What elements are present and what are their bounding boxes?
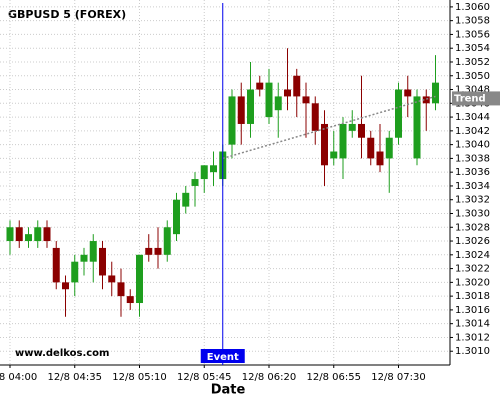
y-tick-label: 1.3036 bbox=[455, 167, 490, 178]
event-label: Event bbox=[207, 352, 239, 363]
y-tick-label: 1.3014 bbox=[455, 319, 490, 330]
candle-body bbox=[126, 296, 134, 304]
candle-body bbox=[413, 96, 421, 159]
candle-body bbox=[200, 165, 208, 180]
event-label-box bbox=[200, 349, 245, 363]
y-tick-label: 1.3026 bbox=[455, 236, 490, 247]
candle-body bbox=[108, 275, 116, 283]
candle-body bbox=[432, 82, 439, 104]
candle-body bbox=[395, 89, 402, 138]
candle-body bbox=[89, 241, 97, 262]
candle-body bbox=[247, 89, 254, 124]
candle-body bbox=[6, 227, 14, 242]
candle-body bbox=[25, 234, 32, 242]
y-tick-label: 1.3018 bbox=[455, 291, 490, 302]
candle-body bbox=[15, 227, 23, 242]
x-axis-label: Date bbox=[211, 383, 246, 398]
candle-body bbox=[302, 96, 310, 104]
candle-body bbox=[404, 89, 412, 97]
candle-body bbox=[173, 199, 180, 235]
y-tick-label: 1.3048 bbox=[455, 85, 490, 96]
x-tick-label: 12/8 07:30 bbox=[371, 372, 425, 383]
trend-label-box bbox=[452, 91, 500, 106]
candle-body bbox=[321, 123, 328, 166]
candle-body bbox=[265, 82, 273, 118]
y-tick-label: 1.3056 bbox=[455, 29, 490, 40]
candle-body bbox=[367, 137, 375, 159]
watermark: www.delkos.com bbox=[15, 348, 109, 359]
y-tick-label: 1.3052 bbox=[455, 57, 490, 68]
candle-body bbox=[284, 89, 291, 97]
candle-body bbox=[256, 82, 264, 90]
y-tick-label: 1.3020 bbox=[455, 277, 490, 288]
candle-body bbox=[339, 123, 347, 159]
candle-body bbox=[376, 151, 384, 166]
trend-label: Trend bbox=[454, 93, 486, 104]
y-tick-label: 1.3028 bbox=[455, 222, 490, 233]
candle-body bbox=[163, 227, 171, 255]
y-tick-label: 1.3034 bbox=[455, 181, 490, 192]
y-tick-label: 1.3024 bbox=[455, 250, 490, 261]
y-tick-label: 1.3016 bbox=[455, 305, 490, 316]
y-tick-label: 1.3022 bbox=[455, 264, 490, 275]
y-tick-label: 1.3060 bbox=[455, 2, 490, 13]
x-tick-label: 12/8 04:00 bbox=[0, 372, 37, 383]
candle-body bbox=[191, 179, 199, 186]
candle-body bbox=[210, 165, 217, 173]
y-tick-label: 1.3032 bbox=[455, 195, 490, 206]
candle-body bbox=[62, 282, 69, 290]
candle-body bbox=[34, 227, 42, 242]
candle-body bbox=[385, 137, 393, 159]
y-tick-label: 1.3050 bbox=[455, 71, 490, 82]
candle-body bbox=[145, 247, 153, 255]
x-tick-label: 12/8 06:20 bbox=[242, 372, 296, 383]
y-tick-label: 1.3042 bbox=[455, 126, 490, 137]
candle-body bbox=[228, 96, 236, 145]
x-tick-label: 12/8 05:10 bbox=[112, 372, 166, 383]
chart-title: GBPUSD 5 (FOREX) bbox=[8, 8, 126, 21]
x-tick-label: 12/8 06:55 bbox=[307, 372, 361, 383]
candle-body bbox=[422, 96, 430, 104]
y-tick-label: 1.3012 bbox=[455, 332, 490, 343]
x-tick-label: 12/8 04:35 bbox=[48, 372, 102, 383]
candle-body bbox=[358, 123, 365, 138]
candle-body bbox=[237, 96, 245, 124]
y-tick-label: 1.3038 bbox=[455, 153, 490, 164]
y-tick-label: 1.3058 bbox=[455, 16, 490, 27]
trend-line bbox=[222, 95, 436, 160]
y-tick-label: 1.3054 bbox=[455, 43, 490, 54]
candle-body bbox=[43, 227, 51, 242]
y-tick-label: 1.3040 bbox=[455, 140, 490, 151]
x-tick-label: 12/8 05:45 bbox=[177, 372, 231, 383]
candle-body bbox=[348, 123, 356, 131]
candle-body bbox=[80, 254, 88, 262]
candle-body bbox=[117, 282, 125, 297]
y-tick-label: 1.3044 bbox=[455, 112, 490, 123]
candle-body bbox=[293, 75, 301, 97]
candle-body bbox=[311, 103, 319, 131]
candle-body bbox=[274, 96, 282, 111]
candle-body bbox=[136, 254, 143, 304]
candle-body bbox=[182, 192, 190, 207]
candle-body bbox=[99, 247, 106, 276]
candle-body bbox=[330, 151, 338, 159]
candle-body bbox=[52, 247, 60, 283]
candle-body bbox=[71, 261, 79, 283]
candle-body bbox=[154, 247, 162, 255]
y-tick-label: 1.3010 bbox=[455, 346, 490, 357]
y-tick-label: 1.3030 bbox=[455, 208, 490, 219]
